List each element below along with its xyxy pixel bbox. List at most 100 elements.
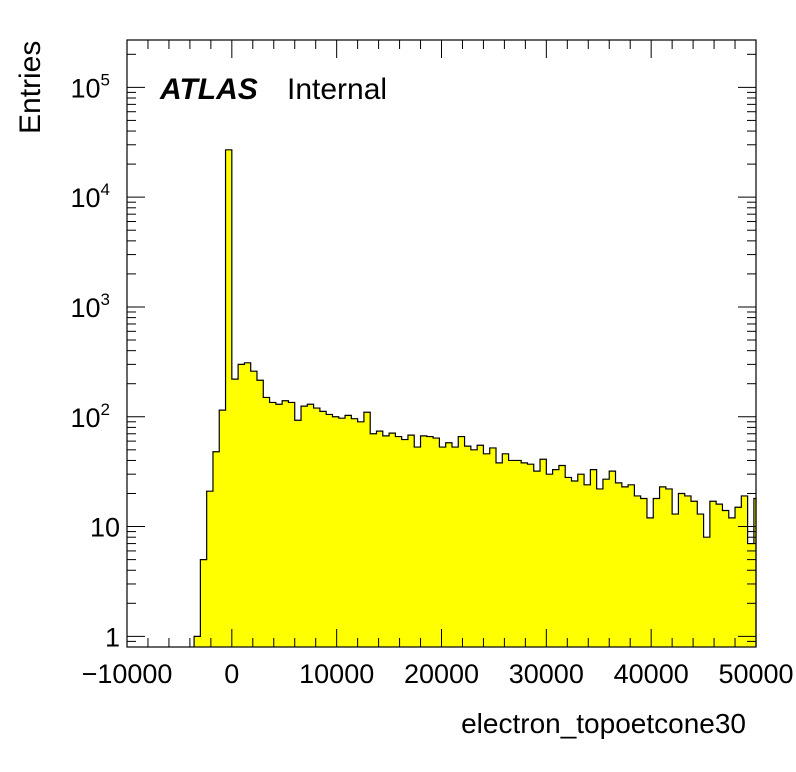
histogram-bar — [294, 420, 302, 647]
histogram-bar — [577, 474, 585, 647]
histogram-bar — [389, 433, 396, 647]
histogram-bar — [527, 464, 535, 647]
histogram-bar — [256, 380, 264, 647]
histogram-bar — [678, 493, 686, 647]
histogram-bar — [634, 495, 642, 647]
histogram-bar — [370, 433, 377, 647]
atlas-label: ATLAS — [159, 73, 258, 106]
histogram-bar — [219, 410, 226, 647]
histogram-bar — [464, 446, 472, 647]
x-tick-label: 10000 — [299, 659, 374, 689]
histogram-bar — [691, 501, 698, 647]
y-tick-label: 104 — [70, 180, 110, 213]
histogram-bar — [521, 462, 528, 647]
histogram-bar — [212, 451, 220, 647]
histogram-bar — [665, 488, 673, 647]
histogram-bar — [514, 460, 522, 647]
histogram-bar — [646, 517, 654, 647]
histogram-bar — [659, 486, 667, 647]
histogram-bar — [508, 460, 516, 647]
histogram-bar — [401, 439, 409, 647]
histogram-bar — [426, 436, 434, 647]
histogram-bar — [722, 510, 730, 647]
histogram-bar — [338, 418, 346, 647]
histogram-bar — [357, 421, 365, 647]
plot-frame — [126, 39, 757, 648]
histogram-bar — [533, 471, 541, 647]
histogram-bar — [439, 447, 447, 647]
histogram-bar — [552, 469, 560, 647]
histogram-bar — [558, 465, 566, 647]
histogram-bar — [703, 537, 711, 647]
histogram-bar — [483, 453, 491, 647]
histogram-bar — [319, 411, 327, 647]
histogram-bar — [697, 514, 704, 647]
histogram-bar — [458, 436, 465, 647]
histogram-bar — [301, 406, 308, 647]
x-tick-label: 20000 — [404, 659, 479, 689]
histogram-bar — [584, 484, 591, 647]
histogram-bar — [225, 149, 233, 648]
histogram-bar — [621, 486, 629, 647]
histogram-bar — [345, 415, 352, 647]
histogram-bar — [282, 400, 289, 647]
x-tick-label: −10000 — [82, 659, 173, 689]
x-axis-label: electron_topoetcone30 — [461, 708, 746, 739]
histogram-bar — [200, 559, 208, 647]
histogram-bar — [753, 498, 757, 647]
histogram-bar — [741, 495, 749, 647]
x-tick-label: 0 — [224, 659, 239, 689]
histogram-bar — [269, 402, 277, 647]
histogram-bar — [496, 462, 503, 647]
y-axis-label: Entries — [14, 41, 47, 134]
x-tick-label: 30000 — [509, 659, 584, 689]
histogram-bar — [332, 416, 340, 647]
histogram-bar — [716, 504, 723, 647]
histogram-bar — [502, 453, 509, 647]
histogram-bar — [602, 479, 610, 647]
histogram-bar — [609, 471, 616, 647]
histogram-bar — [194, 636, 201, 647]
status-label: Internal — [287, 73, 387, 106]
histogram-bar — [307, 404, 314, 647]
y-tick-label: 105 — [70, 70, 110, 103]
histogram-bar — [407, 435, 415, 647]
histogram-bar — [231, 379, 239, 647]
y-tick-labels: 1 10 102 103 104 105 — [70, 70, 120, 652]
histogram-bar — [326, 414, 333, 647]
histogram-bar — [445, 442, 453, 647]
histogram-bar — [477, 445, 484, 647]
histogram-bar — [489, 447, 497, 647]
histogram-bar — [565, 477, 572, 647]
histogram-bar — [433, 438, 440, 647]
y-tick-label: 10 — [90, 513, 120, 543]
histogram-bar — [684, 495, 692, 647]
histogram-bar — [571, 481, 579, 647]
histogram-bar — [546, 474, 554, 647]
histogram-bar — [263, 397, 270, 647]
histogram-bar — [615, 482, 623, 647]
histogram-bar — [363, 412, 371, 647]
histogram-bar — [672, 514, 679, 647]
histogram-bar — [414, 447, 421, 647]
histogram-outline — [193, 149, 757, 647]
histogram-bar — [709, 501, 717, 647]
histogram-bar — [653, 498, 660, 647]
histogram-bar — [628, 484, 635, 647]
histogram-bar — [382, 435, 390, 647]
histogram-bar — [590, 469, 598, 647]
y-tick-label: 1 — [105, 622, 120, 652]
histogram-bar — [640, 498, 648, 647]
histogram-bar — [313, 408, 321, 647]
y-tick-label: 103 — [70, 290, 110, 323]
histogram-bar — [596, 488, 604, 647]
x-tick-label: 50000 — [718, 659, 793, 689]
histogram-bar — [275, 404, 283, 647]
histogram-bar — [250, 371, 258, 647]
histogram-bar — [244, 362, 252, 647]
histogram-bar — [420, 435, 428, 647]
histogram-bar — [451, 447, 459, 647]
y-tick-label: 102 — [70, 400, 110, 433]
histogram-bar — [288, 402, 296, 647]
